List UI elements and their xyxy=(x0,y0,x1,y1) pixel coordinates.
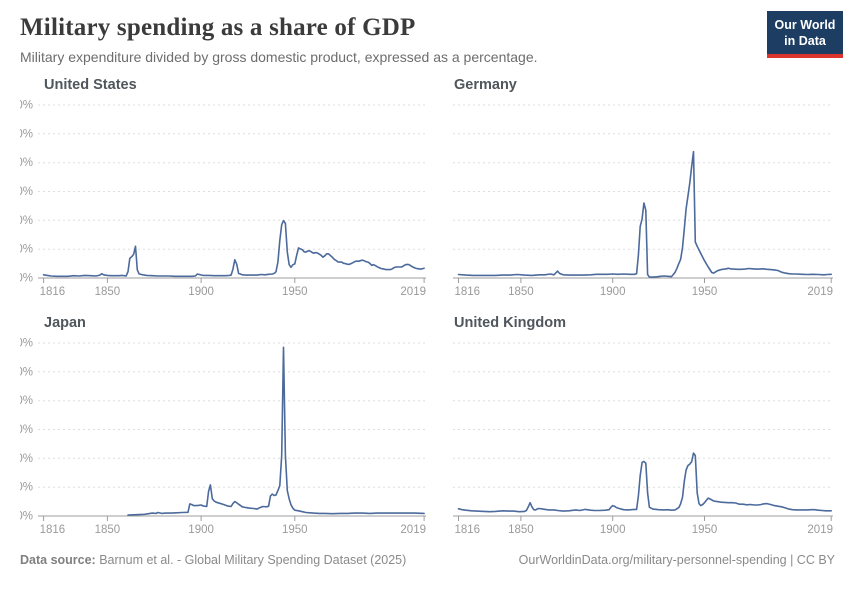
y-tick-label: 40% xyxy=(20,395,33,407)
footer: Data source: Barnum et al. - Global Mili… xyxy=(20,553,835,567)
x-tick-label: 1900 xyxy=(188,524,214,536)
facet-germany: Germany 1816 1850 1900 1950 2019 xyxy=(447,77,835,299)
y-tick-label: 0% xyxy=(20,273,33,285)
x-tick-label: 1850 xyxy=(95,524,121,536)
facet-title-united-states: United States xyxy=(44,77,137,93)
owid-logo-line2: in Data xyxy=(784,34,826,48)
header: Military spending as a share of GDP Mili… xyxy=(20,11,843,65)
line-chart-germany: 1816 1850 1900 1950 2019 xyxy=(453,104,833,298)
facet-title-japan: Japan xyxy=(44,315,86,331)
facet-title-germany: Germany xyxy=(454,77,517,93)
y-tick-label: 20% xyxy=(20,215,33,227)
y-tick-label: 60% xyxy=(20,100,33,112)
x-tick-label: 2019 xyxy=(807,524,833,536)
data-line-germany xyxy=(457,150,833,278)
y-tick-label: 10% xyxy=(20,244,33,256)
x-tick-label: 1850 xyxy=(95,286,121,298)
x-tick-label: 1816 xyxy=(40,524,66,536)
data-line-united-states xyxy=(42,219,425,278)
x-tick-label: 2019 xyxy=(807,286,833,298)
x-tick-label: 1900 xyxy=(600,286,626,298)
facet-title-united-kingdom: United Kingdom xyxy=(454,315,566,331)
y-tick-label: 30% xyxy=(20,424,33,436)
page-title: Military spending as a share of GDP xyxy=(20,14,416,41)
y-tick-label: 10% xyxy=(20,482,33,494)
data-line-japan xyxy=(127,346,425,516)
page-subtitle: Military expenditure divided by gross do… xyxy=(20,49,538,65)
facet-united-kingdom: United Kingdom 1816 1850 1900 1950 2019 xyxy=(447,315,835,537)
credit-note: OurWorldinData.org/military-personnel-sp… xyxy=(518,553,835,567)
x-tick-label: 1816 xyxy=(40,286,66,298)
owid-logo-box: Our World in Data xyxy=(767,11,843,54)
y-tick-label: 50% xyxy=(20,366,33,378)
x-tick-label: 2019 xyxy=(400,524,426,536)
data-source-text: Barnum et al. - Global Military Spending… xyxy=(95,553,407,567)
facet-japan: Japan 0% 10% 20% 30% 40% 50% 60% 1816 1850 1900 19… xyxy=(20,315,428,537)
owid-logo-line1: Our World xyxy=(774,18,836,32)
y-tick-label: 30% xyxy=(20,186,33,198)
line-chart-united-states: 0% 10% 20% 30% 40% 50% 60% 1816 1850 1900 1950 2019 xyxy=(20,100,426,298)
owid-logo-red-bar xyxy=(767,54,843,58)
x-tick-label: 1900 xyxy=(188,286,214,298)
y-tick-label: 20% xyxy=(20,453,33,465)
y-tick-label: 40% xyxy=(20,157,33,169)
x-tick-label: 1950 xyxy=(692,286,718,298)
x-tick-label: 1816 xyxy=(455,524,481,536)
x-tick-label: 1816 xyxy=(455,286,481,298)
x-tick-label: 1950 xyxy=(692,524,718,536)
line-chart-united-kingdom: 1816 1850 1900 1950 2019 xyxy=(453,342,833,536)
owid-logo: Our World in Data xyxy=(767,11,843,58)
y-tick-label: 50% xyxy=(20,128,33,140)
data-source-label: Data source: xyxy=(20,553,96,567)
line-chart-japan: 0% 10% 20% 30% 40% 50% 60% 1816 1850 1900 1950 2019 xyxy=(20,338,426,536)
x-tick-label: 2019 xyxy=(400,286,426,298)
facet-grid: United States 0%10%20%30%40%50%60%181618… xyxy=(20,77,835,537)
x-tick-label: 1850 xyxy=(508,286,534,298)
y-tick-label: 0% xyxy=(20,511,33,523)
x-tick-label: 1900 xyxy=(600,524,626,536)
x-tick-label: 1950 xyxy=(282,524,308,536)
facet-united-states: United States 0% 10% 20% 30% 40% 50% 60% 1816 18… xyxy=(20,77,428,299)
y-tick-label: 60% xyxy=(20,338,33,350)
x-tick-label: 1850 xyxy=(508,524,534,536)
x-tick-label: 1950 xyxy=(282,286,308,298)
data-source-note: Data source: Barnum et al. - Global Mili… xyxy=(20,553,406,567)
data-line-united-kingdom xyxy=(457,452,833,513)
